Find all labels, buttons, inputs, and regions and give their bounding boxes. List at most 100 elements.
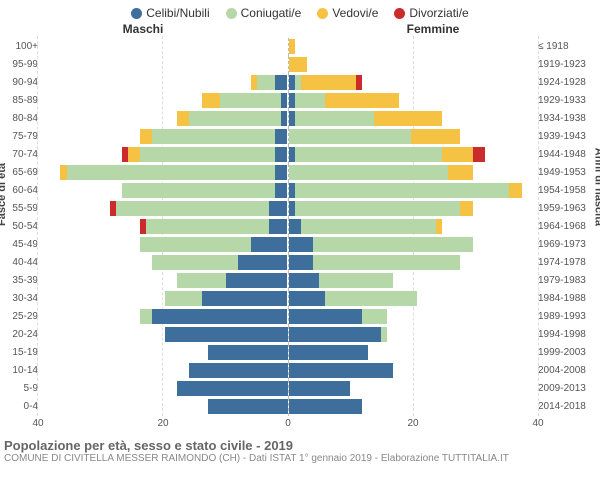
bar: [110, 201, 288, 216]
legend-swatch: [226, 8, 237, 19]
age-row: 65-691949-1953: [0, 164, 600, 182]
bar-segment-co: [146, 219, 269, 234]
bar-segment-co: [319, 273, 393, 288]
bar-segment-co: [165, 291, 202, 306]
legend-swatch: [394, 8, 405, 19]
age-label: 75-79: [0, 128, 42, 146]
age-row: 100+ ≤ 1918: [0, 38, 600, 56]
age-row: 95-991919-1923: [0, 56, 600, 74]
bar-segment-c: [289, 381, 350, 396]
male-side: [42, 398, 289, 416]
bar-segment-c: [275, 165, 287, 180]
bar-segment-c: [275, 147, 287, 162]
birth-label: 2014-2018: [534, 398, 600, 416]
birth-label: 1949-1953: [534, 164, 600, 182]
birth-label: 1929-1933: [534, 92, 600, 110]
female-side: [289, 200, 535, 218]
female-header: Femmine: [288, 22, 538, 36]
bar-segment-co: [295, 111, 375, 126]
bar-segment-co: [295, 93, 326, 108]
bar-segment-c: [251, 237, 288, 252]
birth-label: 1999-2003: [534, 344, 600, 362]
bar-segment-v: [289, 57, 307, 72]
bar-segment-c: [238, 255, 287, 270]
bar: [289, 291, 418, 306]
bar: [289, 183, 522, 198]
bar: [189, 363, 287, 378]
age-label: 30-34: [0, 290, 42, 308]
bar-segment-c: [152, 309, 287, 324]
bar: [140, 129, 287, 144]
age-label: 10-14: [0, 362, 42, 380]
bar-segment-c: [289, 255, 314, 270]
bar-segment-c: [289, 309, 363, 324]
age-row: 10-14 2004-2008: [0, 362, 600, 380]
age-row: 30-341984-1988: [0, 290, 600, 308]
bar-segment-v: [289, 39, 295, 54]
age-row: 90-941924-1928: [0, 74, 600, 92]
female-side: [289, 380, 535, 398]
legend-label: Divorziati/e: [409, 6, 468, 20]
age-label: 5-9: [0, 380, 42, 398]
left-axis-title: Fasce di età: [0, 163, 8, 226]
bar-segment-c: [289, 399, 363, 414]
bar-segment-co: [381, 327, 387, 342]
bar: [140, 237, 287, 252]
male-side: [42, 74, 289, 92]
age-row: 35-391979-1983: [0, 272, 600, 290]
bar-segment-co: [289, 129, 412, 144]
birth-label: ≤ 1918: [534, 38, 600, 56]
bar-segment-co: [189, 111, 281, 126]
bar-segment-v: [442, 147, 473, 162]
bar: [122, 147, 288, 162]
age-row: 50-541964-1968: [0, 218, 600, 236]
bar-segment-v: [448, 165, 473, 180]
female-side: [289, 218, 535, 236]
bar: [289, 147, 485, 162]
male-side: [42, 254, 289, 272]
male-side: [42, 38, 289, 56]
bar-segment-c: [275, 183, 287, 198]
bar-segment-co: [313, 255, 460, 270]
age-label: 70-74: [0, 146, 42, 164]
legend-item: Vedovi/e: [317, 6, 378, 20]
bar: [152, 255, 287, 270]
female-side: [289, 164, 535, 182]
x-tick: 40: [532, 418, 543, 429]
bar-segment-co: [177, 273, 226, 288]
bar-segment-c: [289, 327, 381, 342]
bar-segment-co: [325, 291, 417, 306]
bar: [289, 111, 442, 126]
bar-segment-c: [177, 381, 287, 396]
age-row: 60-641954-1958: [0, 182, 600, 200]
bar: [289, 201, 473, 216]
bar-segment-c: [289, 237, 314, 252]
female-side: [289, 398, 535, 416]
male-side: [42, 164, 289, 182]
legend-item: Divorziati/e: [394, 6, 468, 20]
bar-segment-c: [289, 273, 320, 288]
bar: [289, 93, 399, 108]
bar-segment-co: [362, 309, 387, 324]
female-side: [289, 74, 535, 92]
male-side: [42, 128, 289, 146]
bar-segment-c: [208, 345, 288, 360]
bar: [289, 57, 307, 72]
birth-label: 2004-2008: [534, 362, 600, 380]
chart-footer: Popolazione per età, sesso e stato civil…: [0, 432, 600, 464]
bar: [289, 399, 363, 414]
birth-label: 1944-1948: [534, 146, 600, 164]
x-tick: 40: [32, 418, 43, 429]
bar: [60, 165, 287, 180]
bar: [122, 183, 288, 198]
birth-label: 1969-1973: [534, 236, 600, 254]
bar-segment-co: [295, 147, 442, 162]
bar-segment-co: [122, 183, 275, 198]
age-label: 100+: [0, 38, 42, 56]
bar: [177, 381, 287, 396]
age-row: 0-42014-2018: [0, 398, 600, 416]
chart-title: Popolazione per età, sesso e stato civil…: [4, 438, 596, 453]
bar: [208, 399, 288, 414]
bar-segment-v: [301, 75, 356, 90]
birth-label: 1934-1938: [534, 110, 600, 128]
